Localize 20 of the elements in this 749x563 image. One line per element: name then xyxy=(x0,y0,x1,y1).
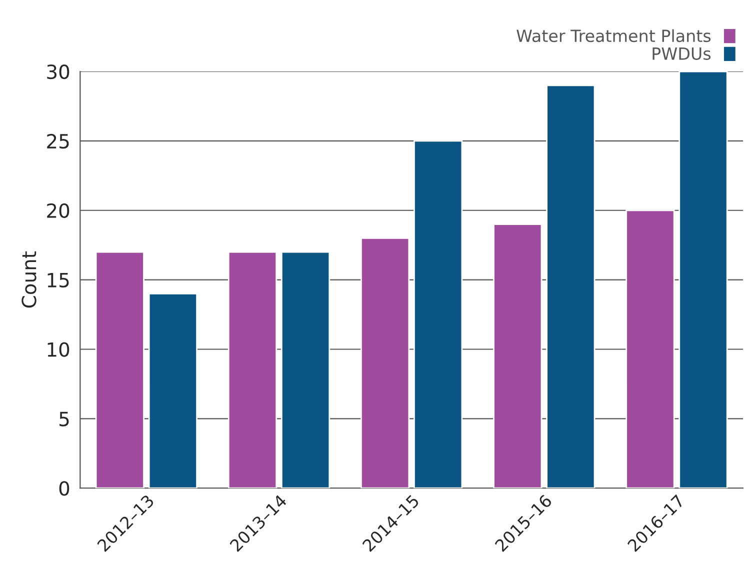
bar xyxy=(626,210,675,488)
bar xyxy=(360,237,410,488)
y-tick-label: 20 xyxy=(47,203,70,218)
bar xyxy=(546,84,596,488)
bar xyxy=(678,72,728,488)
y-tick-label: 15 xyxy=(48,273,69,288)
y-tick-label: 0 xyxy=(59,481,70,496)
y-tick-label: 5 xyxy=(60,412,69,426)
bar xyxy=(148,293,198,488)
bar xyxy=(95,251,144,488)
legend-label: PWDUs xyxy=(652,48,711,60)
bar xyxy=(280,251,330,488)
y-tick-label: 10 xyxy=(48,342,70,357)
y-axis-title: Count xyxy=(22,251,36,308)
bar xyxy=(493,224,542,488)
legend-label: Water Treatment Plants xyxy=(516,29,711,42)
bar xyxy=(414,140,463,488)
bar xyxy=(228,251,278,488)
y-tick-label: 25 xyxy=(47,134,69,149)
y-tick-label: 30 xyxy=(47,64,70,80)
